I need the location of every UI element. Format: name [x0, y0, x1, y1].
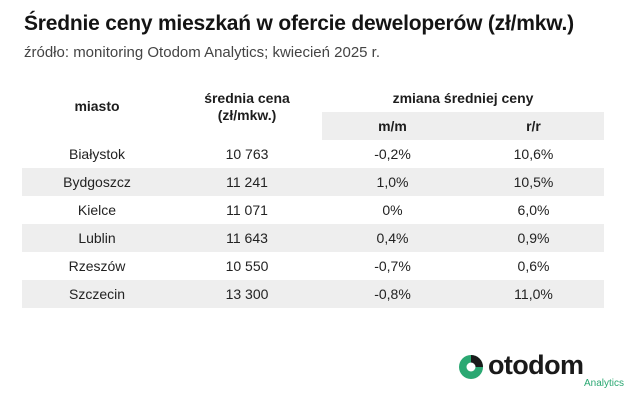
subheader-row: m/m r/r — [322, 112, 604, 140]
header-mm: m/m — [378, 118, 407, 134]
header-rr: r/r — [526, 118, 541, 134]
cell-miasto: Szczecin — [68, 286, 126, 302]
logo-wordmark: otodom — [488, 350, 584, 380]
cell-cena: 11 241 — [226, 174, 268, 190]
cell-rr: 11,0% — [514, 286, 553, 302]
cell-miasto: Rzeszów — [68, 258, 126, 274]
header-srednia-cena-line1: średnia cena — [204, 90, 290, 106]
cell-mm: 0% — [382, 202, 403, 218]
price-table: miasto średnia cena (zł/mkw.) zmiana śre… — [22, 82, 604, 308]
otodom-logo: otodom Analytics — [458, 350, 628, 398]
source-note: źródło: monitoring Otodom Analytics; kwi… — [24, 44, 381, 61]
header-srednia-cena: średnia cena (zł/mkw.) — [172, 90, 322, 124]
table-row: Kielce 11 071 0% 6,0% — [22, 196, 604, 224]
cell-mm: -0,7% — [374, 258, 411, 274]
otodom-logo-icon — [459, 355, 483, 379]
page-title: Średnie ceny mieszkań w ofercie dewelope… — [24, 12, 574, 35]
cell-miasto: Kielce — [77, 202, 117, 218]
table-row: Bydgoszcz 11 241 1,0% 10,5% — [22, 168, 604, 196]
cell-cena: 13 300 — [225, 286, 269, 302]
cell-cena: 11 071 — [226, 202, 268, 218]
cell-miasto: Białystok — [68, 146, 126, 162]
cell-mm: -0,8% — [374, 286, 411, 302]
header-miasto: miasto — [74, 98, 120, 114]
header-srednia-cena-line2: (zł/mkw.) — [217, 107, 277, 123]
header-zmiana: zmiana średniej ceny — [392, 90, 534, 106]
cell-miasto: Lublin — [78, 230, 116, 246]
cell-mm: 0,4% — [376, 230, 409, 246]
cell-cena: 11 643 — [226, 230, 268, 246]
cell-mm: 1,0% — [376, 174, 409, 190]
table-row: Białystok 10 763 -0,2% 10,6% — [22, 140, 604, 168]
cell-cena: 10 550 — [225, 258, 269, 274]
logo-subtitle: Analytics — [583, 378, 624, 389]
table-row: Rzeszów 10 550 -0,7% 0,6% — [22, 252, 604, 280]
cell-rr: 6,0% — [517, 202, 550, 218]
cell-rr: 0,6% — [517, 258, 550, 274]
table-row: Lublin 11 643 0,4% 0,9% — [22, 224, 604, 252]
cell-mm: -0,2% — [374, 146, 411, 162]
table-header: miasto średnia cena (zł/mkw.) zmiana śre… — [22, 82, 604, 140]
table-row: Szczecin 13 300 -0,8% 11,0% — [22, 280, 604, 308]
cell-cena: 10 763 — [225, 146, 269, 162]
cell-miasto: Bydgoszcz — [63, 174, 131, 190]
cell-rr: 10,5% — [513, 174, 554, 190]
cell-rr: 0,9% — [517, 230, 550, 246]
cell-rr: 10,6% — [513, 146, 554, 162]
